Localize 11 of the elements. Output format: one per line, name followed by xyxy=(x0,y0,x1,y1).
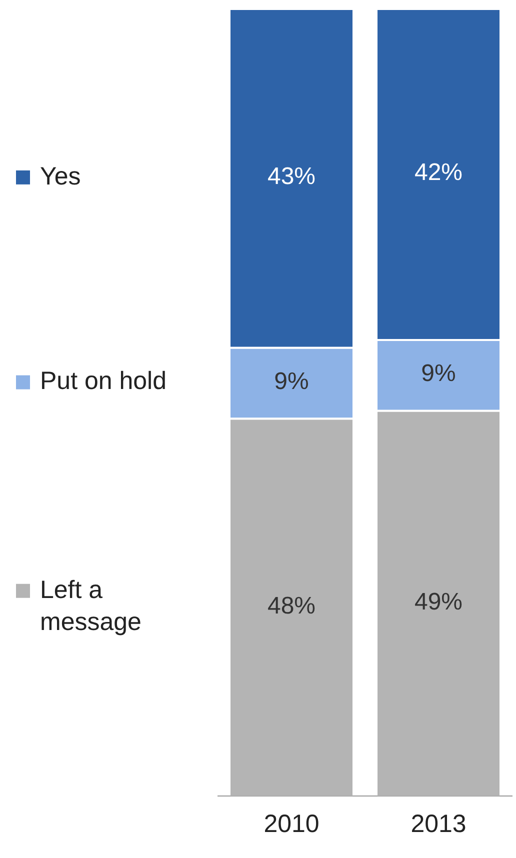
x-tick-label: 2013 xyxy=(410,810,466,838)
data-label: 42% xyxy=(414,159,463,186)
data-label: 43% xyxy=(267,163,316,190)
data-label: 9% xyxy=(274,368,309,395)
data-label: 48% xyxy=(267,592,316,620)
legend-label: Yes xyxy=(40,162,81,190)
legend-label: Put on hold xyxy=(40,367,166,396)
x-tick-label: 2010 xyxy=(264,810,320,838)
data-label: 9% xyxy=(421,360,456,388)
legend-label: Left a message xyxy=(40,576,142,636)
data-label: 49% xyxy=(414,588,463,616)
